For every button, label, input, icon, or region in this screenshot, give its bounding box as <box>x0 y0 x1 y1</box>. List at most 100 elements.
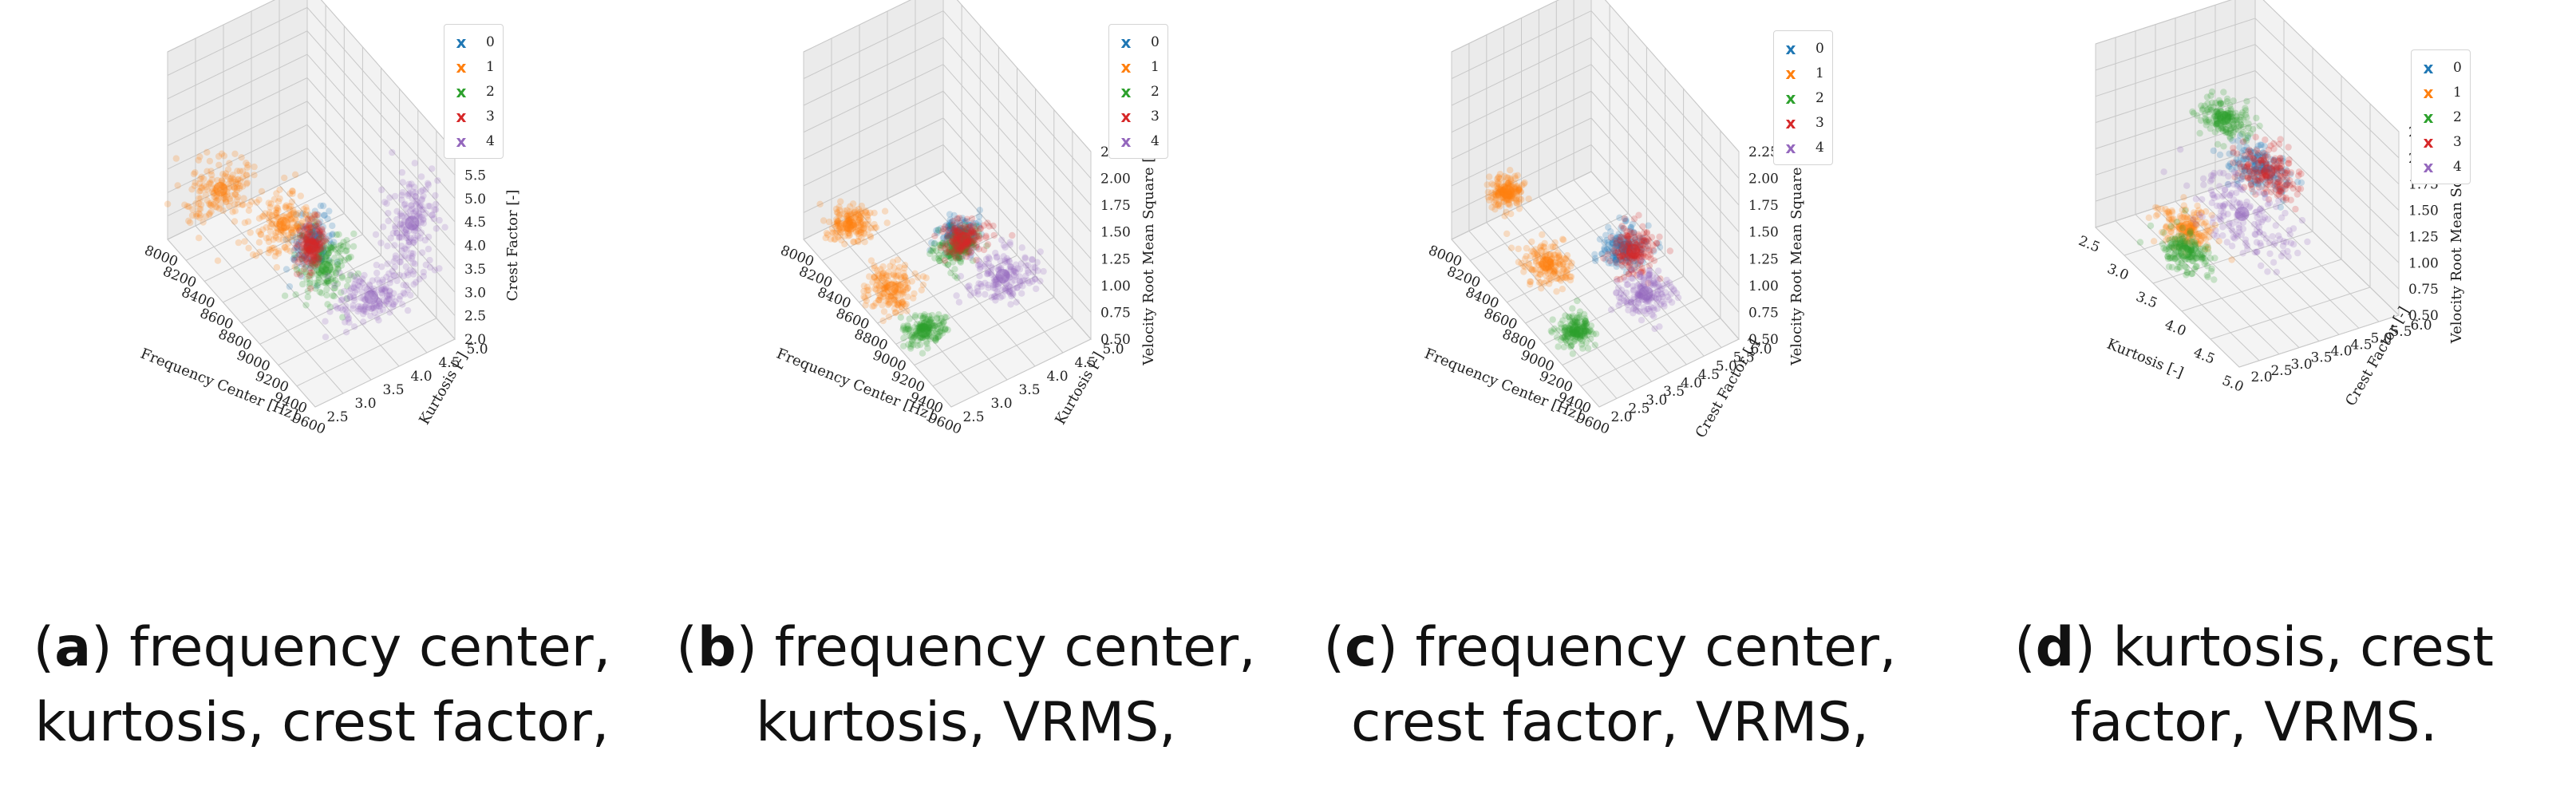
point <box>1512 183 1519 190</box>
point <box>1636 273 1643 281</box>
point <box>2241 167 2248 175</box>
point <box>319 243 326 250</box>
point <box>907 326 915 334</box>
point <box>844 212 851 220</box>
point <box>900 342 907 350</box>
point <box>273 263 281 271</box>
point <box>2260 189 2267 196</box>
point <box>379 276 386 283</box>
point <box>1500 198 1508 205</box>
point <box>2225 181 2232 188</box>
point <box>2136 239 2144 246</box>
point <box>243 172 251 180</box>
point <box>1562 255 1569 263</box>
point <box>950 232 958 239</box>
point <box>1618 262 1626 269</box>
point <box>2198 102 2205 109</box>
point <box>1551 270 1558 277</box>
point <box>320 247 328 255</box>
point <box>947 269 954 277</box>
point <box>1637 258 1645 265</box>
point <box>1654 287 1661 294</box>
point <box>2246 203 2253 211</box>
point <box>1567 263 1574 270</box>
point <box>1559 261 1567 268</box>
point <box>990 231 998 239</box>
point <box>2294 185 2302 192</box>
point <box>967 222 974 229</box>
point <box>858 210 866 217</box>
point <box>900 334 907 342</box>
legend-label: 3 <box>486 108 495 124</box>
point-core <box>405 215 420 231</box>
point <box>2183 182 2191 189</box>
point <box>2275 232 2282 239</box>
point <box>975 218 982 226</box>
point <box>2253 248 2260 256</box>
point <box>2168 244 2175 251</box>
point <box>953 226 960 233</box>
point <box>2258 141 2265 149</box>
point <box>2277 172 2284 180</box>
point <box>956 219 964 227</box>
point <box>411 260 419 267</box>
point <box>869 278 876 286</box>
point <box>355 306 362 313</box>
point <box>1013 298 1020 306</box>
point <box>298 231 306 239</box>
point <box>2199 233 2206 240</box>
point <box>867 224 875 231</box>
point <box>411 234 418 242</box>
point <box>1614 275 1621 283</box>
point <box>2225 162 2232 169</box>
point <box>1495 200 1503 207</box>
point <box>2167 223 2175 230</box>
point <box>330 293 338 300</box>
point <box>311 262 318 269</box>
point <box>294 242 302 249</box>
point <box>1512 195 1519 203</box>
point <box>1539 231 1546 239</box>
point <box>1560 255 1567 262</box>
point <box>359 275 366 282</box>
point <box>2176 212 2184 220</box>
point <box>187 219 194 227</box>
point <box>2199 251 2207 259</box>
point <box>351 280 358 287</box>
point <box>2252 165 2259 172</box>
point <box>184 203 192 210</box>
point <box>1626 261 1633 269</box>
point <box>2251 248 2258 256</box>
point <box>936 328 943 336</box>
point <box>972 219 979 227</box>
point <box>2277 176 2284 184</box>
point <box>1645 272 1652 279</box>
caption-line1: ) frequency center, <box>1377 616 1897 679</box>
point <box>2211 128 2218 136</box>
point <box>1644 306 1651 313</box>
point <box>399 188 406 196</box>
point <box>2286 177 2294 184</box>
point <box>985 284 992 291</box>
point <box>1488 194 1495 201</box>
point <box>290 208 298 216</box>
point <box>2260 156 2267 164</box>
point <box>304 226 311 233</box>
point <box>405 184 413 191</box>
point <box>377 186 385 194</box>
series-3 <box>2230 133 2305 213</box>
panel-d: 2.5 3.0 3.5 4.0 4.5 5.0 2.0 2.5 3.0 3.5 4.0 4.5 5.0 5… <box>1932 0 2576 786</box>
point <box>2234 116 2241 124</box>
point <box>2257 262 2265 270</box>
point <box>324 277 331 285</box>
point <box>1612 256 1620 263</box>
point <box>859 220 867 228</box>
point <box>2243 114 2250 121</box>
point <box>2191 239 2199 247</box>
point <box>2186 238 2194 245</box>
point <box>334 259 342 266</box>
point <box>2180 210 2187 217</box>
point <box>936 322 943 329</box>
